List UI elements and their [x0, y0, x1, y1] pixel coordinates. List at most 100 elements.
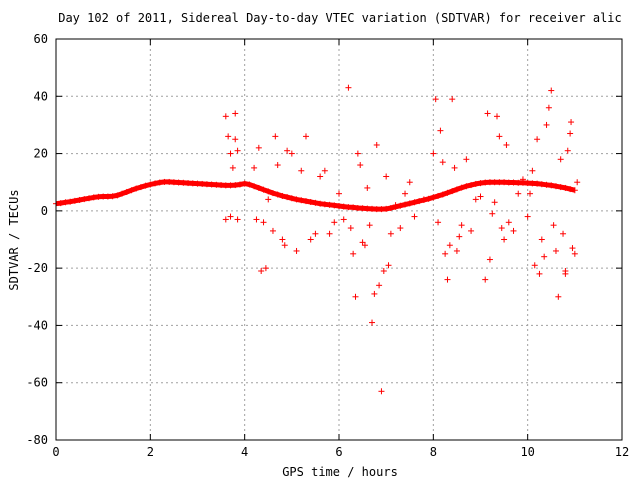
x-tick-label: 8: [430, 445, 437, 459]
data-point: [288, 195, 295, 202]
data-point: [557, 184, 564, 191]
data-point: [142, 182, 149, 189]
data-point: [86, 195, 93, 202]
data-point: [397, 225, 404, 232]
data-point: [411, 199, 418, 206]
data-point: [307, 198, 314, 205]
data-point: [420, 196, 427, 203]
data-point: [232, 182, 239, 189]
data-point: [269, 227, 276, 234]
data-point: [425, 195, 432, 202]
data-point: [227, 213, 234, 220]
data-point: [152, 180, 159, 187]
data-point: [347, 225, 354, 232]
data-point: [133, 185, 140, 192]
data-point: [463, 183, 470, 190]
data-point: [411, 213, 418, 220]
data-point: [57, 200, 64, 207]
data-point: [437, 127, 444, 134]
y-tick-label: -20: [26, 261, 48, 275]
data-point: [350, 250, 357, 257]
data-point: [317, 173, 324, 180]
data-point: [227, 150, 234, 157]
data-point: [562, 268, 569, 275]
data-point: [541, 253, 548, 260]
data-point: [255, 144, 262, 151]
data-point: [298, 167, 305, 174]
data-point: [435, 192, 442, 199]
data-point: [321, 167, 328, 174]
data-point: [501, 236, 508, 243]
data-point: [564, 147, 571, 154]
data-point: [397, 202, 404, 209]
data-point: [376, 282, 383, 289]
data-point: [76, 196, 83, 203]
data-point: [312, 199, 319, 206]
data-point: [482, 276, 489, 283]
data-point: [222, 113, 229, 120]
data-point: [555, 293, 562, 300]
y-tick-label: 20: [34, 147, 48, 161]
data-point: [402, 190, 409, 197]
data-point: [538, 181, 545, 188]
data-point: [234, 216, 241, 223]
x-tick-label: 4: [241, 445, 248, 459]
data-point: [274, 162, 281, 169]
data-point: [453, 186, 460, 193]
data-point: [269, 190, 276, 197]
data-point: [505, 219, 512, 226]
data-point: [288, 150, 295, 157]
data-point: [552, 247, 559, 254]
x-tick-label: 12: [615, 445, 629, 459]
data-point: [260, 186, 267, 193]
grid-lines: [56, 39, 622, 440]
data-point: [548, 182, 555, 189]
data-point: [371, 290, 378, 297]
data-point: [232, 136, 239, 143]
data-point: [236, 181, 243, 188]
data-point: [81, 196, 88, 203]
x-tick-label: 2: [147, 445, 154, 459]
data-point: [432, 96, 439, 103]
data-point: [380, 268, 387, 275]
data-point: [510, 227, 517, 234]
data-point: [312, 230, 319, 237]
data-point: [458, 222, 465, 229]
data-point: [307, 236, 314, 243]
data-point: [543, 121, 550, 128]
data-point: [340, 203, 347, 210]
data-point: [568, 119, 575, 126]
data-point: [402, 201, 409, 208]
data-point: [416, 198, 423, 205]
data-point: [251, 183, 258, 190]
data-point: [385, 262, 392, 269]
data-point: [336, 202, 342, 209]
y-tick-label: 60: [34, 32, 48, 46]
data-point: [557, 156, 564, 163]
data-point: [137, 184, 144, 191]
data-point: [435, 219, 442, 226]
y-tick-label: -60: [26, 376, 48, 390]
axis-ticks: 0 2 4 6 8 10 12 -80 -60 -40 -20 0 20 40 60: [26, 32, 629, 459]
data-point: [453, 247, 460, 254]
data-point: [156, 179, 163, 186]
data-point: [71, 197, 78, 204]
y-tick-label: 0: [41, 204, 48, 218]
data-point: [331, 202, 338, 209]
data-point: [326, 230, 333, 237]
data-point: [383, 205, 390, 212]
data-point: [446, 242, 453, 249]
data-point: [260, 219, 267, 226]
x-tick-label: 6: [335, 445, 342, 459]
data-point: [364, 184, 371, 191]
data-point: [477, 193, 484, 200]
data-point: [62, 199, 69, 206]
data-point: [326, 201, 333, 208]
data-point: [361, 242, 368, 249]
data-point: [293, 196, 300, 203]
data-point: [119, 190, 126, 197]
data-point: [251, 164, 258, 171]
data-point: [439, 191, 446, 198]
